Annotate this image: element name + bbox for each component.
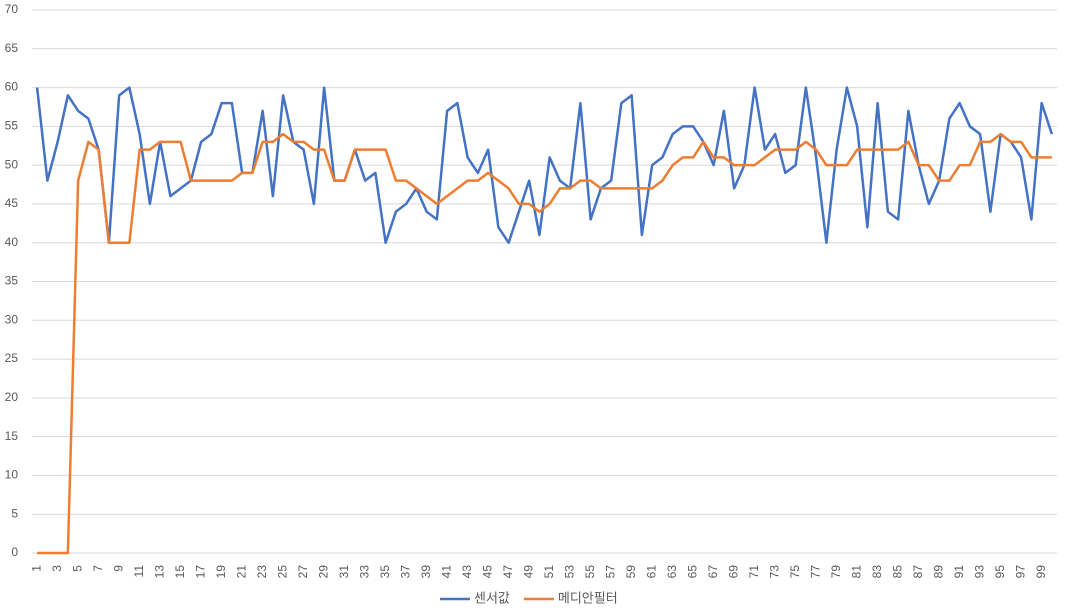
y-tick-label: 70 xyxy=(5,2,19,16)
x-tick-label: 15 xyxy=(173,565,187,579)
y-tick-label: 35 xyxy=(5,274,19,288)
x-tick-label: 23 xyxy=(255,565,269,579)
x-tick-label: 69 xyxy=(726,565,740,579)
legend-label: 메디안필터 xyxy=(558,590,618,605)
x-tick-label: 11 xyxy=(132,565,146,578)
x-tick-label: 21 xyxy=(234,565,248,579)
x-tick-label: 67 xyxy=(706,565,720,579)
x-tick-label: 93 xyxy=(972,565,986,579)
y-tick-label: 15 xyxy=(5,429,19,443)
x-tick-label: 65 xyxy=(685,565,699,579)
x-tick-label: 51 xyxy=(542,565,556,579)
x-tick-label: 31 xyxy=(337,565,351,579)
y-tick-label: 5 xyxy=(11,506,18,520)
x-tick-label: 9 xyxy=(111,565,125,572)
x-tick-label: 81 xyxy=(849,565,863,579)
x-tick-label: 7 xyxy=(91,565,105,572)
x-tick-label: 97 xyxy=(1013,565,1027,579)
y-tick-label: 25 xyxy=(5,351,19,365)
y-tick-label: 30 xyxy=(5,312,19,326)
x-tick-label: 55 xyxy=(583,565,597,579)
x-tick-label: 17 xyxy=(193,565,207,579)
x-tick-label: 35 xyxy=(378,565,392,579)
x-tick-label: 3 xyxy=(50,565,64,572)
x-tick-label: 73 xyxy=(767,565,781,579)
x-tick-label: 13 xyxy=(152,565,166,579)
x-tick-label: 99 xyxy=(1034,565,1048,579)
x-tick-label: 43 xyxy=(460,565,474,579)
x-tick-label: 89 xyxy=(931,565,945,579)
x-tick-label: 25 xyxy=(275,565,289,579)
y-tick-label: 20 xyxy=(5,390,19,404)
x-tick-label: 33 xyxy=(357,565,371,579)
x-tick-label: 27 xyxy=(296,565,310,579)
y-tick-label: 50 xyxy=(5,157,19,171)
x-tick-label: 1 xyxy=(29,565,43,572)
x-tick-label: 53 xyxy=(562,565,576,579)
series-line xyxy=(35,86,1054,244)
y-tick-label: 40 xyxy=(5,235,19,249)
x-tick-label: 75 xyxy=(788,565,802,579)
x-tick-label: 79 xyxy=(829,565,843,579)
x-tick-label: 29 xyxy=(316,565,330,579)
x-tick-label: 59 xyxy=(624,565,638,579)
x-tick-label: 95 xyxy=(993,565,1007,579)
y-tick-label: 65 xyxy=(5,41,19,55)
x-tick-label: 57 xyxy=(603,565,617,579)
series-line xyxy=(37,132,1052,555)
x-tick-label: 41 xyxy=(439,565,453,579)
x-tick-label: 83 xyxy=(870,565,884,579)
x-tick-label: 45 xyxy=(480,565,494,579)
y-tick-label: 60 xyxy=(5,80,19,94)
y-tick-label: 10 xyxy=(5,468,19,482)
x-tick-label: 47 xyxy=(501,565,515,579)
x-tick-label: 5 xyxy=(70,565,84,572)
x-tick-label: 49 xyxy=(521,565,535,579)
x-tick-label: 87 xyxy=(911,565,925,579)
y-tick-label: 55 xyxy=(5,119,19,133)
y-tick-label: 0 xyxy=(11,545,18,559)
x-tick-label: 91 xyxy=(952,565,966,579)
x-tick-label: 39 xyxy=(419,565,433,579)
x-tick-label: 85 xyxy=(890,565,904,579)
x-tick-label: 61 xyxy=(644,565,658,579)
x-tick-label: 19 xyxy=(214,565,228,579)
x-tick-label: 77 xyxy=(808,565,822,579)
y-tick-label: 45 xyxy=(5,196,19,210)
x-tick-label: 63 xyxy=(665,565,679,579)
x-tick-label: 71 xyxy=(747,565,761,579)
x-tick-label: 37 xyxy=(398,565,412,579)
legend-label: 센서값 xyxy=(474,590,510,605)
